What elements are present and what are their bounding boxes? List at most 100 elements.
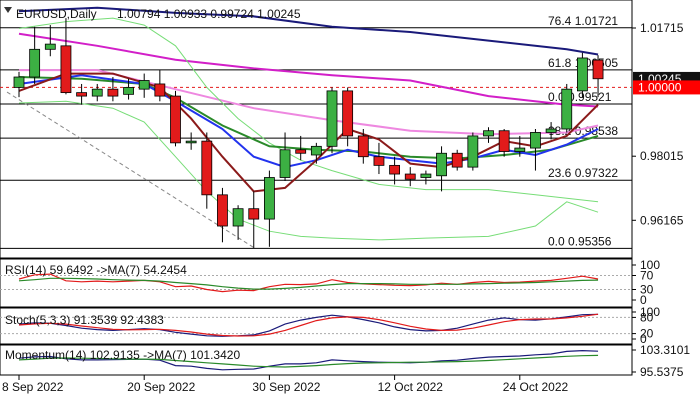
- candle: [592, 55, 604, 98]
- candle-body: [498, 130, 510, 152]
- candle-body: [123, 87, 134, 95]
- ohlc-values: 1.00794 1.00933 0.99724 1.00245: [117, 7, 301, 21]
- candle: [373, 142, 385, 175]
- indicator-line: [18, 313, 599, 337]
- indicator-line: [18, 313, 599, 337]
- moving-average-line: [18, 32, 599, 108]
- candle-body: [138, 80, 150, 90]
- x-tick-label: 8 Sep 2022: [2, 380, 64, 394]
- fib-label: 0.0 0.95356: [548, 234, 612, 248]
- candle: [483, 127, 494, 143]
- candle-body: [201, 140, 213, 196]
- candle: [326, 87, 338, 154]
- stoch-tick-label: 80: [640, 310, 654, 324]
- candle-body: [577, 57, 588, 92]
- indicator-line: [18, 354, 599, 368]
- candle: [545, 122, 557, 140]
- candle: [263, 170, 275, 247]
- candle-body: [357, 135, 369, 158]
- indicator-line: [18, 277, 599, 290]
- candle-body: [514, 147, 526, 152]
- candle-body: [76, 92, 87, 97]
- candle: [420, 170, 432, 185]
- candle: [577, 52, 588, 98]
- rsi-tick-label: 100: [640, 258, 660, 272]
- candle-body: [107, 88, 119, 97]
- momentum-title: Momentum(14) 102.9135 ->MA(7) 101.3420: [5, 348, 240, 362]
- candle-body: [154, 83, 166, 97]
- candle-body: [279, 149, 291, 178]
- rsi-title: RSI(14) 59.6492 ->MA(7) 54.2454: [5, 263, 187, 277]
- candle: [389, 156, 401, 185]
- candle: [154, 70, 166, 102]
- stoch-title: Stoch(5,3,3) 91.3539 92.4383: [5, 313, 164, 327]
- candle-body: [530, 132, 541, 149]
- x-tick-label: 12 Oct 2022: [378, 380, 444, 394]
- candle: [13, 71, 25, 98]
- price-tag: [633, 80, 700, 95]
- momentum-tick-label: 103.3101: [640, 343, 690, 357]
- collapse-arrow-icon[interactable]: [4, 7, 12, 13]
- x-tick-label: 30 Sep 2022: [252, 380, 320, 394]
- candle: [436, 146, 447, 192]
- moving-average-line: [18, 100, 599, 241]
- candle: [44, 25, 56, 57]
- rsi-tick-label: 70: [640, 269, 654, 283]
- candle-body: [389, 164, 401, 175]
- fib-label: 0.0 0.99521: [548, 90, 612, 104]
- fib-label: 76.4 1.01721: [548, 14, 618, 28]
- candle: [514, 135, 526, 157]
- candle-body: [451, 152, 463, 168]
- candle: [498, 129, 510, 157]
- candle: [232, 205, 244, 240]
- stoch-tick-label: 0: [640, 332, 647, 346]
- candle-body: [592, 59, 604, 80]
- candle-body: [295, 149, 307, 154]
- y-tick-label: 1.01715: [640, 21, 684, 35]
- candle: [467, 132, 479, 171]
- candle-body: [248, 208, 260, 220]
- rsi-tick-label: 30: [640, 283, 654, 297]
- candle: [530, 129, 541, 171]
- candle: [248, 191, 260, 249]
- candle: [107, 77, 119, 102]
- candle: [279, 132, 291, 181]
- candle-body: [561, 88, 573, 130]
- momentum-tick-label: 95.5375: [640, 365, 684, 379]
- candle-body: [29, 48, 41, 78]
- candle-body: [436, 152, 447, 177]
- candle-body: [170, 95, 181, 144]
- stoch-tick-label: 20: [640, 327, 654, 341]
- candle: [185, 132, 197, 150]
- candle-body: [232, 208, 244, 227]
- candle-body: [263, 177, 275, 220]
- candle: [561, 83, 573, 133]
- candle-body: [420, 173, 432, 178]
- candle: [170, 90, 181, 147]
- indicator-line: [18, 349, 599, 371]
- candle-body: [310, 145, 322, 156]
- candle-body: [342, 90, 354, 137]
- y-tick-label: 0.96165: [640, 213, 684, 227]
- price-tag-label: 1.00000: [638, 80, 682, 94]
- candle: [357, 129, 369, 164]
- candle: [295, 135, 307, 161]
- candle: [201, 132, 213, 209]
- moving-average-line: [18, 6, 599, 56]
- candle: [217, 187, 228, 243]
- candle: [60, 18, 72, 95]
- candle: [123, 78, 134, 100]
- candle-body: [185, 140, 197, 144]
- candle: [342, 87, 354, 147]
- candle-body: [545, 128, 557, 133]
- x-tick-label: 20 Sep 2022: [127, 380, 195, 394]
- stoch-panel: [0, 307, 633, 345]
- candle-body: [404, 173, 416, 180]
- candle-body: [44, 43, 56, 50]
- candle: [310, 142, 322, 164]
- candle: [138, 73, 150, 98]
- candle-body: [91, 88, 103, 97]
- y-tick-label: 0.98015: [640, 149, 684, 163]
